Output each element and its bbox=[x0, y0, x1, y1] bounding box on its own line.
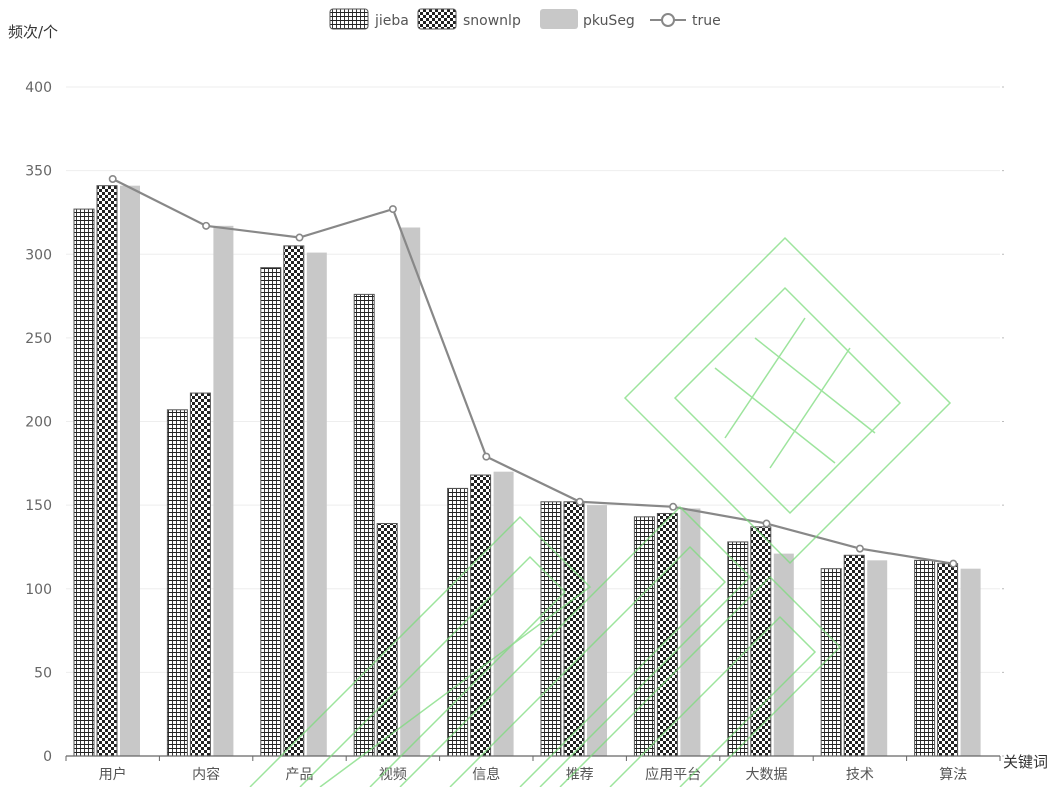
legend-label-pkuSeg: pkuSeg bbox=[583, 13, 635, 29]
x-category-label: 视频 bbox=[379, 767, 407, 783]
bar-jieba-2 bbox=[260, 267, 282, 757]
x-category-label: 用户 bbox=[99, 766, 127, 783]
y-tick-label: 300 bbox=[25, 247, 52, 263]
x-category-label: 应用平台 bbox=[645, 766, 701, 783]
legend-label-jieba: jieba bbox=[374, 13, 409, 29]
bar-snownlp-5 bbox=[563, 501, 585, 757]
x-category-label: 技术 bbox=[846, 767, 874, 783]
point-true-5 bbox=[575, 497, 584, 506]
bar-snownlp-6 bbox=[656, 512, 678, 757]
point-true-3 bbox=[388, 205, 397, 214]
bar-pkuSeg-6 bbox=[680, 508, 701, 756]
bar-snownlp-8 bbox=[843, 554, 865, 757]
y-tick-label: 150 bbox=[25, 498, 52, 514]
point-true-4 bbox=[482, 452, 491, 461]
bar-snownlp-1 bbox=[189, 392, 211, 757]
point-true-0 bbox=[108, 174, 117, 183]
bar-snownlp-7 bbox=[750, 526, 772, 757]
legend-swatch-pkuSeg bbox=[540, 9, 578, 29]
bar-pkuSeg-7 bbox=[773, 553, 794, 756]
bar-pkuSeg-1 bbox=[213, 225, 234, 756]
legend-marker-true bbox=[661, 13, 675, 27]
x-category-label: 信息 bbox=[472, 766, 500, 783]
bar-jieba-7 bbox=[727, 541, 749, 757]
x-category-label: 大数据 bbox=[746, 767, 788, 783]
x-category-label: 算法 bbox=[939, 767, 967, 783]
bar-pkuSeg-8 bbox=[867, 560, 888, 756]
bar-jieba-3 bbox=[353, 293, 375, 757]
y-tick-label: 400 bbox=[25, 80, 52, 96]
y-axis-ticks: 0 50 100 150 200 250 300 350 400 bbox=[25, 80, 52, 765]
point-true-8 bbox=[855, 544, 864, 553]
x-category-label: 产品 bbox=[286, 767, 314, 783]
y-tick-label: 350 bbox=[25, 164, 52, 180]
y-tick-label: 250 bbox=[25, 331, 52, 347]
bar-pkuSeg-5 bbox=[587, 505, 607, 756]
x-category-label: 推荐 bbox=[566, 767, 594, 783]
x-axis: 用户 内容 产品 视频 信息 推荐 应用平台 大数据 技术 算法 bbox=[65, 755, 1001, 783]
y-axis-title: 频次/个 bbox=[8, 23, 58, 41]
bars bbox=[73, 185, 981, 757]
legend: jieba snownlp pkuSeg true bbox=[329, 8, 721, 30]
y-tick-label: 200 bbox=[25, 415, 52, 431]
y-tick-label: 100 bbox=[25, 582, 52, 598]
bar-snownlp-2 bbox=[283, 245, 305, 757]
bar-jieba-0 bbox=[73, 208, 95, 757]
x-axis-title: 关键词 bbox=[1003, 753, 1048, 771]
bar-pkuSeg-9 bbox=[960, 568, 981, 756]
watermark-logo bbox=[249, 236, 952, 788]
bar-snownlp-3 bbox=[376, 523, 398, 757]
point-true-6 bbox=[669, 502, 678, 511]
bar-jieba-6 bbox=[633, 516, 655, 757]
bar-jieba-1 bbox=[166, 409, 188, 757]
line-true bbox=[112, 178, 954, 565]
y-tick-label: 50 bbox=[34, 665, 52, 681]
bar-pkuSeg-0 bbox=[120, 185, 140, 757]
legend-label-snownlp: snownlp bbox=[463, 13, 521, 29]
legend-swatch-snownlp bbox=[417, 8, 457, 30]
bar-jieba-9 bbox=[914, 559, 936, 757]
point-true-2 bbox=[295, 233, 304, 242]
bar-pkuSeg-2 bbox=[306, 252, 327, 756]
point-true-7 bbox=[762, 519, 771, 528]
true-line-series bbox=[108, 174, 958, 568]
point-true-1 bbox=[202, 221, 211, 230]
bar-snownlp-9 bbox=[937, 563, 959, 757]
legend-label-true: true bbox=[692, 13, 721, 29]
bar-pkuSeg-3 bbox=[400, 227, 421, 757]
x-category-label: 内容 bbox=[192, 766, 220, 783]
point-true-9 bbox=[949, 559, 958, 568]
y-tick-label: 0 bbox=[43, 749, 52, 765]
bar-snownlp-0 bbox=[96, 185, 118, 757]
legend-swatch-jieba bbox=[329, 8, 369, 30]
bar-pkuSeg-4 bbox=[493, 471, 514, 756]
